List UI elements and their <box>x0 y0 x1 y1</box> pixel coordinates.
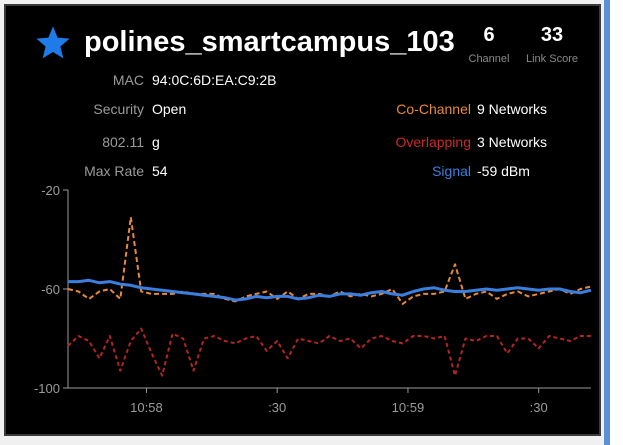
signal-history-chart: -20 -60 -100 10:58 :30 10:59 :30 <box>34 183 592 415</box>
mac-value: 94:0C:6D:EA:C9:2B <box>152 72 277 88</box>
link-score-value: 33 <box>540 24 564 46</box>
max-rate-value: 54 <box>152 163 168 179</box>
x-tick-label: 10:58 <box>130 400 163 415</box>
signal-label: Signal <box>432 163 471 179</box>
y-tick-label: -20 <box>41 183 60 198</box>
channel-stat: 6 Channel <box>464 24 514 66</box>
link-score-label: Link Score <box>526 53 578 65</box>
channel-value: 6 <box>483 24 495 46</box>
max-rate-label: Max Rate <box>84 163 144 179</box>
x-tick-label: :30 <box>530 400 548 415</box>
co-channel-series-line <box>67 216 592 305</box>
phy-mode-label: 802.11 <box>102 134 144 150</box>
x-tick-label: 10:59 <box>392 400 425 415</box>
security-value: Open <box>152 101 187 117</box>
overlapping-series-line <box>67 327 591 377</box>
channel-label: Channel <box>468 53 510 65</box>
link-score-stat: 33 Link Score <box>518 24 586 66</box>
x-tick-label: :30 <box>268 400 286 415</box>
signal-series-line <box>68 278 592 302</box>
y-tick-label: -60 <box>41 282 60 297</box>
mac-label: MAC <box>112 72 144 88</box>
window-edge <box>604 0 623 445</box>
phy-mode-value: g <box>152 134 160 150</box>
star-icon[interactable] <box>34 24 72 62</box>
security-label: Security <box>93 101 144 117</box>
signal-value: -59 dBm <box>477 163 530 179</box>
window-edge-accent <box>604 0 610 445</box>
overlapping-value: 3 Networks <box>477 134 548 150</box>
co-channel-label: Co-Channel <box>396 101 471 117</box>
network-ssid: polines_smartcampus_103 <box>84 26 455 58</box>
overlapping-label: Overlapping <box>395 134 472 150</box>
y-tick-label: -100 <box>34 381 60 396</box>
co-channel-value: 9 Networks <box>477 101 548 117</box>
network-detail-panel: polines_smartcampus_103 6 Channel 33 Lin… <box>4 4 601 436</box>
